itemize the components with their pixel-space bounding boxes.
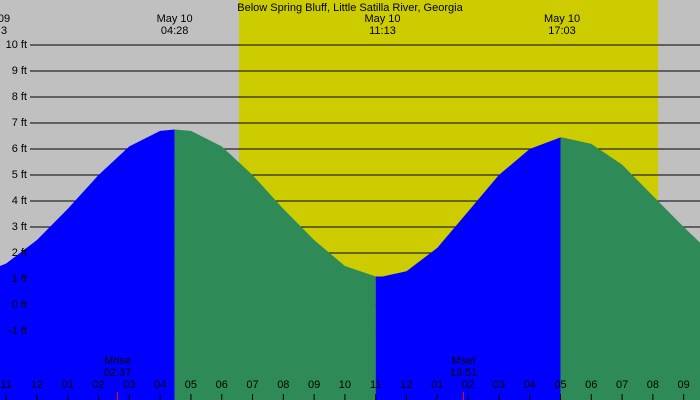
x-tick-label: 08 <box>277 379 289 391</box>
x-tick-label: 02 <box>92 379 104 391</box>
event-time: 17:03 <box>548 25 576 37</box>
event-time: 3 <box>1 25 7 37</box>
x-tick-label: 04 <box>154 379 166 391</box>
x-tick-label: 04 <box>524 379 536 391</box>
x-tick-label: 03 <box>123 379 135 391</box>
event-date: May 10 <box>544 13 580 25</box>
y-tick-label: 1 ft <box>12 273 27 285</box>
y-tick-label: 0 ft <box>12 299 27 311</box>
event-time: 04:28 <box>161 25 189 37</box>
rising-tide <box>0 129 175 400</box>
event-time: 11:13 <box>369 25 396 37</box>
x-tick-label: 08 <box>647 379 659 391</box>
x-tick-label: 11 <box>0 379 11 391</box>
x-tick-label: 09 <box>678 379 690 391</box>
x-tick-label: 05 <box>554 379 566 391</box>
event-date: May 10 <box>157 13 193 25</box>
x-tick-label: 05 <box>185 379 197 391</box>
y-tick-label: 7 ft <box>12 117 27 129</box>
y-tick-label: 2 ft <box>12 247 27 259</box>
x-tick-label: 07 <box>616 379 628 391</box>
x-tick-label: 03 <box>493 379 505 391</box>
y-tick-label: 4 ft <box>12 195 27 207</box>
x-tick-label: 11 <box>370 379 381 391</box>
rising-tide <box>375 137 561 400</box>
falling-tide <box>174 129 376 400</box>
y-tick-label: 10 ft <box>6 39 27 51</box>
x-tick-label: 09 <box>308 379 320 391</box>
y-tick-label: 5 ft <box>12 169 27 181</box>
event-date: 09 <box>0 13 10 25</box>
x-tick-label: 07 <box>246 379 258 391</box>
event-date: May 10 <box>364 13 400 25</box>
x-tick-label: 01 <box>431 379 443 391</box>
moon-label: Mset <box>452 355 476 367</box>
x-tick-label: 12 <box>400 379 412 391</box>
chart-title: Below Spring Bluff, Little Satilla River… <box>237 2 463 14</box>
y-tick-label: 3 ft <box>12 221 27 233</box>
moon-time: 13:51 <box>450 367 478 379</box>
moon-time: 02:37 <box>104 367 132 379</box>
x-tick-label: 10 <box>339 379 351 391</box>
x-tick-label: 12 <box>31 379 43 391</box>
x-tick-label: 06 <box>216 379 228 391</box>
y-tick-label: 9 ft <box>12 65 27 77</box>
y-tick-label: 8 ft <box>12 91 27 103</box>
y-tick-label: 6 ft <box>12 143 27 155</box>
x-tick-label: 06 <box>585 379 597 391</box>
falling-tide <box>560 137 700 400</box>
y-tick-label: -1 ft <box>8 325 27 337</box>
moon-label: Mrise <box>104 355 131 367</box>
x-tick-label: 02 <box>462 379 474 391</box>
x-tick-label: 01 <box>62 379 74 391</box>
